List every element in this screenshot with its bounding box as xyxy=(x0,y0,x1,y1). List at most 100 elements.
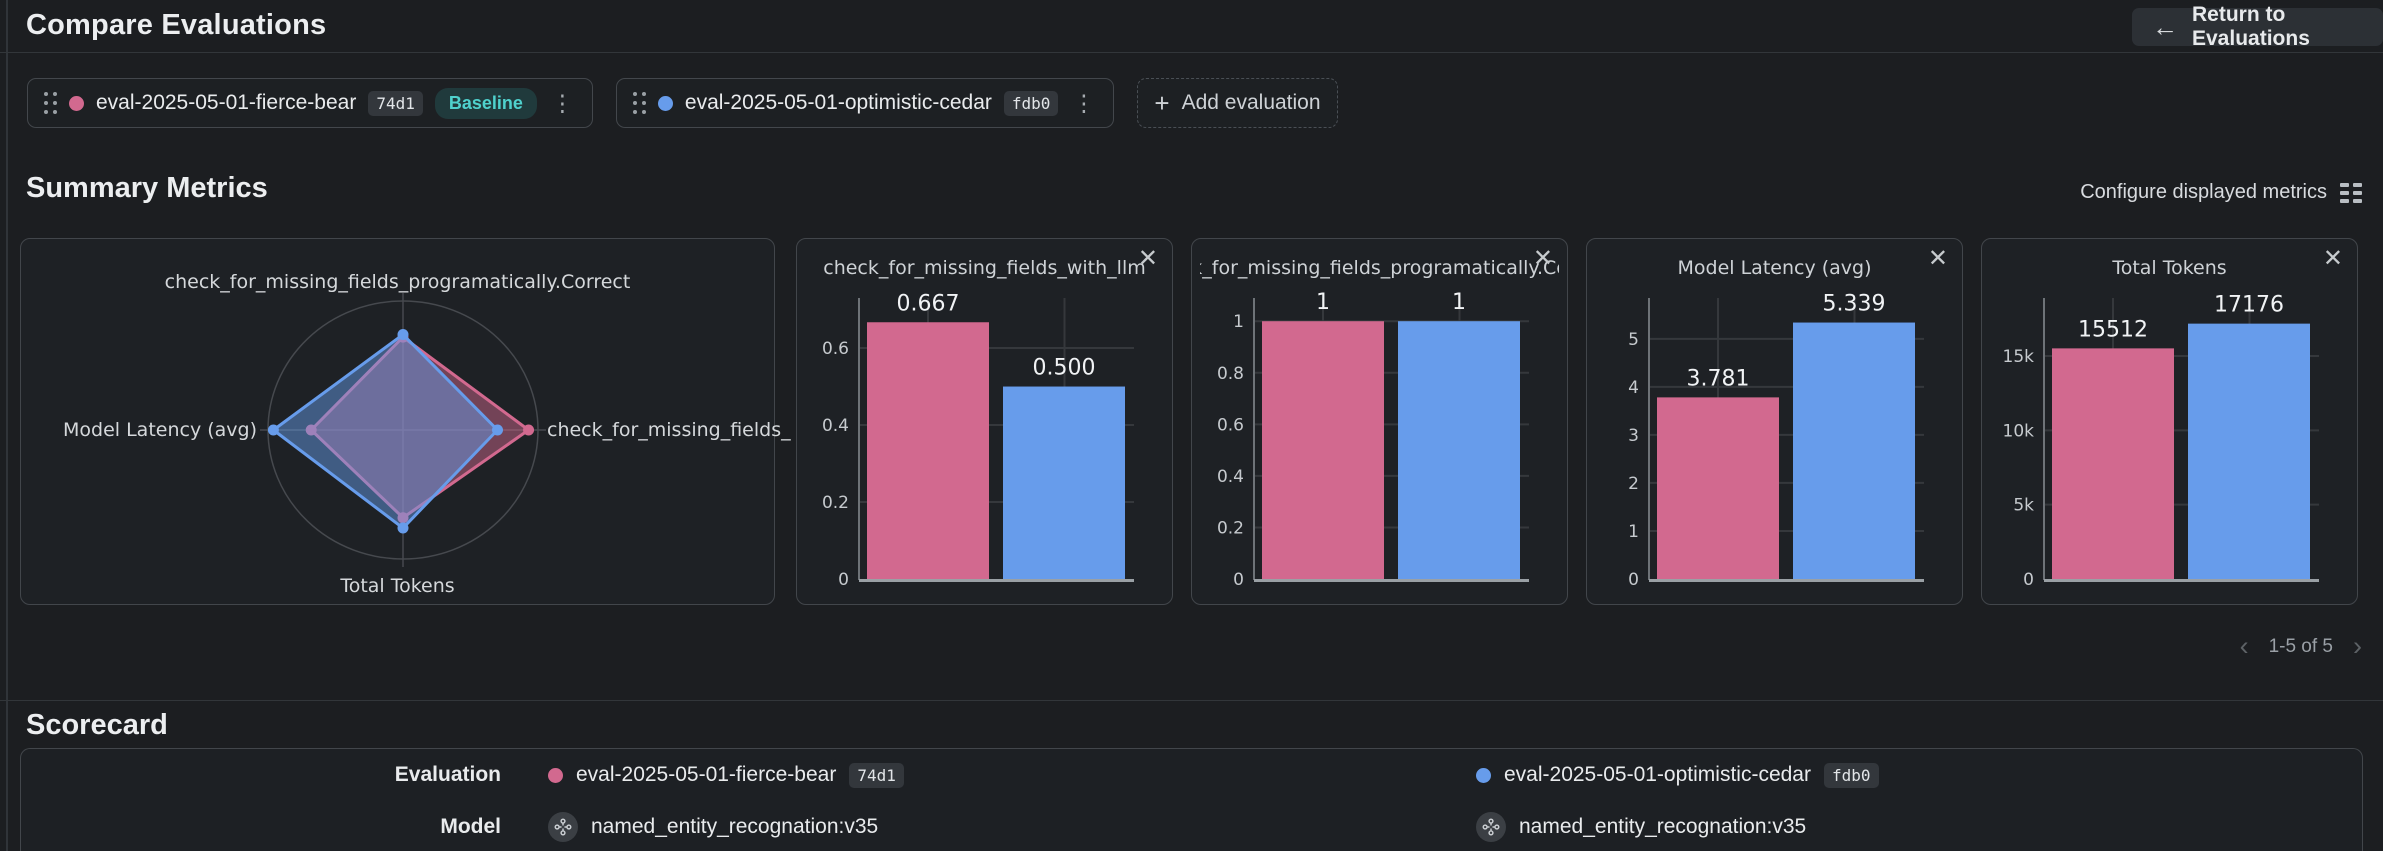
evaluation-link[interactable]: eval-2025-05-01-fierce-bear 74d1 xyxy=(548,749,904,801)
chevron-left-icon[interactable]: ‹ xyxy=(2239,631,2249,661)
section-divider xyxy=(0,700,2383,701)
svg-text:0.6: 0.6 xyxy=(822,339,849,359)
svg-text:5.339: 5.339 xyxy=(1823,292,1886,317)
svg-text:0.4: 0.4 xyxy=(822,416,849,436)
add-evaluation-label: Add evaluation xyxy=(1181,91,1321,114)
svg-text:15512: 15512 xyxy=(2078,317,2148,342)
close-icon[interactable]: ✕ xyxy=(1137,245,1158,272)
svg-text:0: 0 xyxy=(838,570,849,590)
model-name: named_entity_recognation:v35 xyxy=(591,815,879,838)
drag-handle-icon[interactable] xyxy=(44,92,57,114)
configure-metrics-icon xyxy=(2340,182,2362,203)
svg-text:0: 0 xyxy=(2023,570,2034,590)
back-arrow-icon: ← xyxy=(2152,12,2178,42)
chart-title: check_for_missing_fields_with_llm xyxy=(823,257,1146,279)
chart-title: check_for_missing_fields_programatically… xyxy=(1200,257,1559,279)
svg-text:0.8: 0.8 xyxy=(1217,364,1244,384)
evaluation-name: eval-2025-05-01-optimistic-cedar xyxy=(1504,763,1811,786)
metrics-pagination: ‹ 1-5 of 5 › xyxy=(2240,633,2362,660)
evaluation-pills-row: eval-2025-05-01-fierce-bear 74d1 Baselin… xyxy=(27,78,1338,128)
bar-chart: 0 0.2 0.4 0.6 0.8 1 1 1 xyxy=(1217,290,1529,590)
model-name: named_entity_recognation:v35 xyxy=(1519,815,1807,838)
close-icon[interactable]: ✕ xyxy=(2322,245,2343,272)
model-icon xyxy=(1476,812,1506,842)
chevron-right-icon[interactable]: › xyxy=(2353,631,2362,661)
evaluation-name: eval-2025-05-01-fierce-bear xyxy=(576,763,837,786)
evaluation-pill-compare[interactable]: eval-2025-05-01-optimistic-cedar fdb0 ⋮ xyxy=(615,78,1115,128)
baseline-badge: Baseline xyxy=(434,87,537,119)
pagination-label: 1-5 of 5 xyxy=(2268,635,2333,657)
svg-text:3: 3 xyxy=(1628,426,1639,446)
radar-axis-label-right: check_for_missing_fields_ xyxy=(547,419,791,441)
svg-text:1: 1 xyxy=(1233,312,1244,332)
bar-chart: 0 1 2 3 4 5 3.781 5.339 xyxy=(1628,292,1924,590)
radar-chart xyxy=(260,293,546,567)
svg-text:1: 1 xyxy=(1628,522,1639,542)
configure-displayed-metrics-button[interactable]: Configure displayed metrics xyxy=(2080,181,2362,204)
metric-card-total-tokens: 0 5k 10k 15k 15512 17176 Total Tokens ✕ xyxy=(1981,238,2358,605)
svg-text:0.6: 0.6 xyxy=(1217,415,1244,435)
close-icon[interactable]: ✕ xyxy=(1532,245,1553,272)
scorecard-row-evaluation: Evaluation eval-2025-05-01-fierce-bear 7… xyxy=(21,749,2362,801)
model-icon xyxy=(548,812,578,842)
kebab-menu-icon[interactable]: ⋮ xyxy=(1072,89,1096,116)
bar-chart: 0 0.2 0.4 0.6 0.667 0.500 xyxy=(822,291,1134,590)
close-icon[interactable]: ✕ xyxy=(1927,245,1948,272)
return-button-label: Return to Evaluations xyxy=(2192,3,2310,50)
add-evaluation-button[interactable]: + Add evaluation xyxy=(1137,78,1338,128)
plus-icon: + xyxy=(1154,88,1170,118)
header-divider xyxy=(0,52,2383,53)
svg-text:1: 1 xyxy=(1316,290,1330,315)
evaluation-color-dot xyxy=(1476,767,1491,783)
radar-axis-label-left: Model Latency (avg) xyxy=(63,419,257,441)
metric-card-check-for-missing-fields-programatically: 0 0.2 0.4 0.6 0.8 1 1 1 check_for_missing_field… xyxy=(1191,238,1568,605)
kebab-menu-icon[interactable]: ⋮ xyxy=(550,89,574,116)
drag-handle-icon[interactable] xyxy=(632,92,646,114)
svg-text:17176: 17176 xyxy=(2214,293,2284,318)
svg-text:0.2: 0.2 xyxy=(1217,518,1244,538)
scorecard-row-model: Model named_entity_recognation:v35 xyxy=(21,801,2362,851)
evaluation-link[interactable]: eval-2025-05-01-optimistic-cedar fdb0 xyxy=(1476,749,1879,801)
page-title: Compare Evaluations xyxy=(26,9,327,41)
row-label: Model xyxy=(440,815,501,838)
summary-metrics-title: Summary Metrics xyxy=(26,172,268,204)
svg-text:0.4: 0.4 xyxy=(1217,467,1244,487)
model-link[interactable]: named_entity_recognation:v35 xyxy=(1476,801,1806,851)
svg-text:15k: 15k xyxy=(2003,347,2035,367)
evaluation-color-dot xyxy=(69,95,84,111)
configure-label: Configure displayed metrics xyxy=(2080,181,2327,203)
svg-text:4: 4 xyxy=(1628,378,1639,398)
svg-text:2: 2 xyxy=(1628,474,1639,494)
svg-text:0.2: 0.2 xyxy=(822,493,849,513)
metric-card-check-for-missing-fields-with-llm: 0 0.2 0.4 0.6 0.667 0.500 check_for_missing_f… xyxy=(796,238,1173,605)
svg-text:1: 1 xyxy=(1452,290,1466,315)
left-edge-divider xyxy=(6,0,8,851)
svg-text:0: 0 xyxy=(1233,570,1244,590)
evaluation-name: eval-2025-05-01-fierce-bear xyxy=(96,91,357,114)
svg-text:0.500: 0.500 xyxy=(1033,356,1096,381)
svg-text:5k: 5k xyxy=(2013,496,2034,516)
chart-title: Model Latency (avg) xyxy=(1677,257,1872,279)
evaluation-color-dot xyxy=(548,767,563,783)
scorecard-panel: Evaluation eval-2025-05-01-fierce-bear 7… xyxy=(20,748,2363,851)
evaluation-hash-badge: 74d1 xyxy=(849,762,904,788)
evaluation-hash-badge: fdb0 xyxy=(1823,762,1879,788)
return-to-evaluations-button[interactable]: ← Return to Evaluations xyxy=(2132,3,2383,50)
evaluation-name: eval-2025-05-01-optimistic-cedar xyxy=(684,91,992,114)
model-link[interactable]: named_entity_recognation:v35 xyxy=(548,801,878,851)
svg-text:0.667: 0.667 xyxy=(897,291,960,316)
evaluation-color-dot xyxy=(657,95,673,111)
radar-axis-label-bottom: Total Tokens xyxy=(340,575,455,597)
chart-title: Total Tokens xyxy=(2112,257,2227,279)
evaluation-pill-baseline[interactable]: eval-2025-05-01-fierce-bear 74d1 Baselin… xyxy=(27,78,593,128)
evaluation-hash-badge: 74d1 xyxy=(368,90,423,116)
svg-text:10k: 10k xyxy=(2003,421,2035,441)
radar-chart-card: check_for_missing_fields_programatically… xyxy=(20,238,791,605)
svg-text:3.781: 3.781 xyxy=(1687,366,1750,391)
bar-chart: 0 5k 10k 15k 15512 17176 xyxy=(2003,293,2319,590)
metric-card-model-latency: 0 1 2 3 4 5 3.781 5.339 Model Latency (avg) ✕ xyxy=(1586,238,1963,605)
scorecard-title: Scorecard xyxy=(26,709,168,741)
svg-text:5: 5 xyxy=(1628,330,1639,350)
evaluation-hash-badge: fdb0 xyxy=(1003,90,1059,116)
